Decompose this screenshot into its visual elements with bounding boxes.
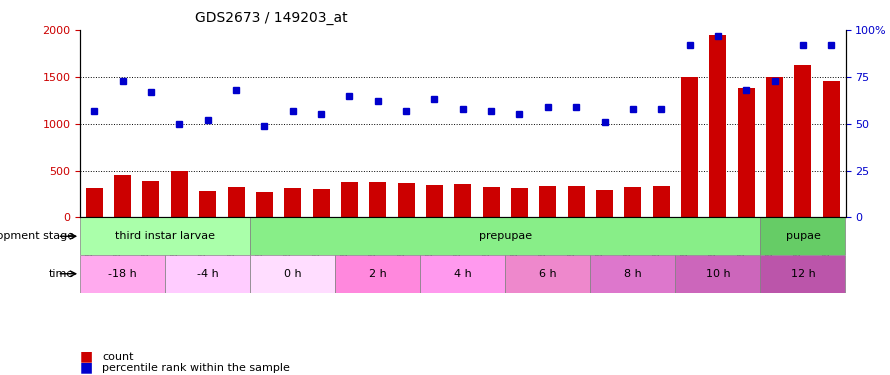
Bar	[142, 181, 159, 218]
FancyBboxPatch shape	[590, 255, 676, 292]
FancyBboxPatch shape	[250, 255, 336, 292]
Bar	[511, 188, 528, 218]
Bar	[398, 183, 415, 218]
Bar	[228, 186, 245, 218]
FancyBboxPatch shape	[80, 255, 166, 292]
Text: prepupae: prepupae	[479, 231, 532, 241]
Text: time: time	[49, 269, 75, 279]
Bar	[114, 175, 131, 217]
Bar	[766, 77, 783, 218]
Bar	[681, 77, 698, 218]
Bar	[795, 64, 812, 218]
Text: third instar larvae: third instar larvae	[115, 231, 215, 241]
FancyBboxPatch shape	[166, 255, 250, 292]
Bar	[568, 186, 585, 218]
Text: 12 h: 12 h	[790, 269, 815, 279]
FancyBboxPatch shape	[506, 255, 590, 292]
Text: -18 h: -18 h	[109, 269, 137, 279]
Text: pupae: pupae	[786, 231, 821, 241]
Text: 4 h: 4 h	[454, 269, 472, 279]
Text: ■: ■	[80, 349, 93, 363]
FancyBboxPatch shape	[250, 217, 760, 255]
Text: percentile rank within the sample: percentile rank within the sample	[102, 363, 290, 373]
Bar	[454, 184, 472, 218]
Text: 0 h: 0 h	[284, 269, 302, 279]
Text: 6 h: 6 h	[539, 269, 556, 279]
Bar	[652, 186, 670, 218]
Bar	[85, 188, 102, 218]
Bar	[482, 186, 499, 218]
FancyBboxPatch shape	[80, 217, 250, 255]
Text: GDS2673 / 149203_at: GDS2673 / 149203_at	[195, 11, 347, 25]
FancyBboxPatch shape	[676, 255, 760, 292]
Bar	[709, 35, 726, 218]
Bar	[255, 192, 273, 217]
Bar	[284, 188, 301, 218]
Bar	[426, 184, 443, 218]
FancyBboxPatch shape	[760, 217, 845, 255]
Text: ■: ■	[80, 360, 93, 374]
Text: -4 h: -4 h	[197, 269, 219, 279]
Text: count: count	[102, 352, 134, 362]
Text: 2 h: 2 h	[368, 269, 386, 279]
Bar	[312, 189, 329, 217]
FancyBboxPatch shape	[420, 255, 506, 292]
FancyBboxPatch shape	[760, 255, 845, 292]
Bar	[738, 88, 755, 218]
Bar	[171, 171, 188, 217]
Bar	[625, 186, 642, 218]
Bar	[539, 186, 556, 218]
Bar	[823, 81, 840, 218]
Text: development stage: development stage	[0, 231, 75, 241]
Text: 8 h: 8 h	[624, 269, 642, 279]
Bar	[199, 191, 216, 217]
Bar	[369, 182, 386, 218]
Bar	[596, 190, 613, 217]
FancyBboxPatch shape	[336, 255, 420, 292]
Text: 10 h: 10 h	[706, 269, 731, 279]
Bar	[341, 182, 358, 218]
